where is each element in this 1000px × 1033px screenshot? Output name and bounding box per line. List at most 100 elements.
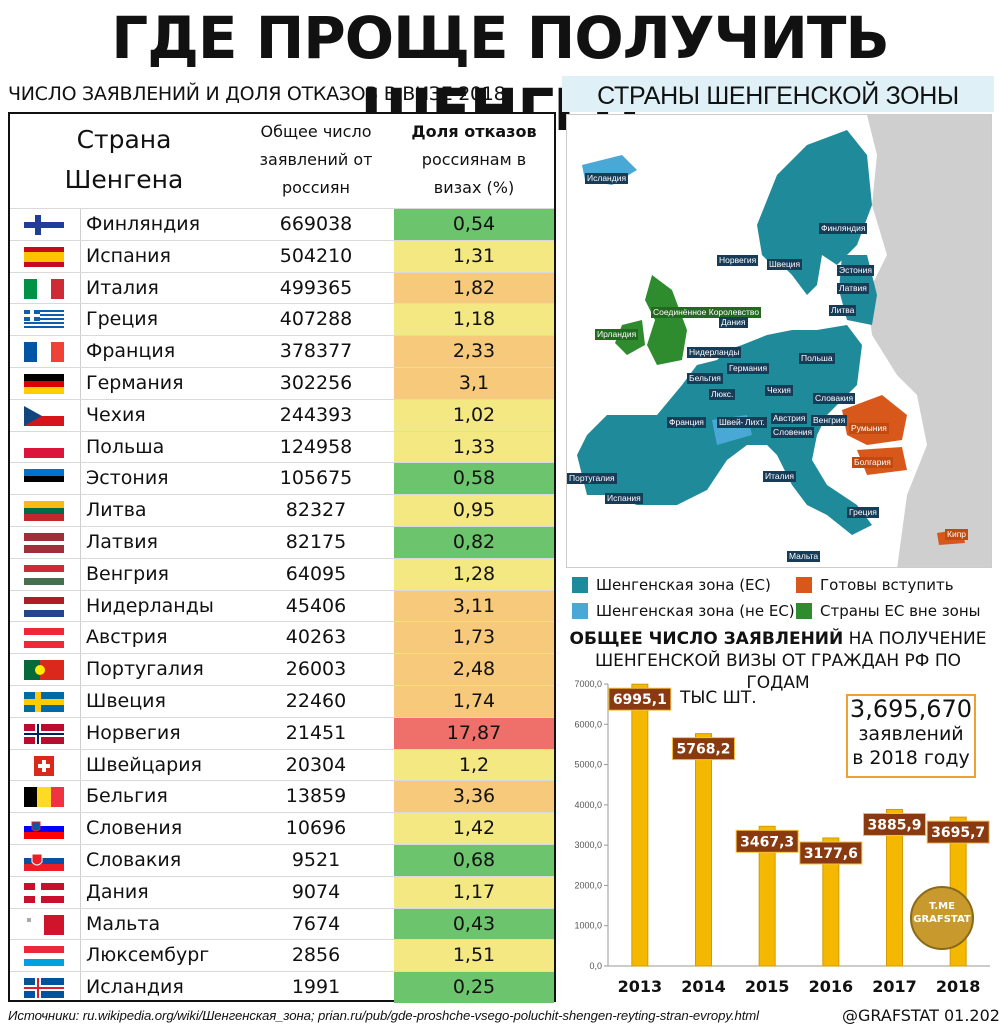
legend-item: Шенгенская зона (ЕС) bbox=[572, 576, 771, 594]
table-row: Бельгия 13859 3,36 bbox=[10, 780, 554, 813]
refusal-rate: 0,68 bbox=[394, 844, 554, 876]
applications-total: 504210 bbox=[279, 244, 353, 267]
flag-icon bbox=[24, 787, 64, 808]
table-row: Италия 499365 1,82 bbox=[10, 271, 554, 304]
country-name: Швеция bbox=[86, 689, 166, 712]
y-tick-label: 7000,0 bbox=[574, 679, 602, 689]
flag-icon bbox=[24, 278, 64, 299]
map-label: Болгария bbox=[852, 457, 893, 468]
table-row: Латвия 82175 0,82 bbox=[10, 525, 554, 558]
applications-total: 1991 bbox=[291, 976, 341, 999]
map-label: Франция bbox=[667, 417, 706, 428]
map-label: Литва bbox=[829, 305, 857, 316]
map-label: Испания bbox=[605, 493, 643, 504]
x-tick-label: 2013 bbox=[618, 977, 663, 996]
country-name: Греция bbox=[86, 308, 159, 331]
y-tick-label: 4000,0 bbox=[574, 800, 602, 810]
legend-swatch bbox=[572, 603, 588, 619]
flag-icon bbox=[24, 628, 64, 649]
bar-chart-title: ОБЩЕЕ ЧИСЛО ЗАЯВЛЕНИЙ НА ПОЛУЧЕНИЕ ШЕНГЕ… bbox=[562, 628, 994, 694]
bar-title-bold: ОБЩЕЕ ЧИСЛО ЗАЯВЛЕНИЙ bbox=[569, 629, 844, 649]
country-name: Италия bbox=[86, 276, 159, 299]
country-name: Франция bbox=[86, 340, 176, 363]
legend-item: Страны ЕС вне зоны bbox=[796, 602, 981, 620]
refusal-rate: 3,1 bbox=[394, 367, 554, 399]
bar-title-rest: НА ПОЛУЧЕНИЕ bbox=[843, 629, 987, 649]
y-tick-label: 1000,0 bbox=[574, 921, 602, 931]
header-rate: Доля отказов россиянам в визах (%) bbox=[394, 114, 554, 206]
refusal-rate: 1,33 bbox=[394, 431, 554, 463]
bar bbox=[695, 733, 712, 967]
applications-total: 22460 bbox=[285, 689, 347, 712]
table-row: Греция 407288 1,18 bbox=[10, 303, 554, 336]
credit: @GRAFSTAT 01.2020 bbox=[842, 1006, 1000, 1025]
x-tick-label: 2016 bbox=[809, 977, 854, 996]
map-label: Словакия bbox=[813, 393, 856, 404]
flag-icon bbox=[24, 723, 64, 744]
map-label: Германия bbox=[727, 363, 770, 374]
unit-label: ТЫС ШТ. bbox=[680, 688, 757, 708]
table-subtitle: ЧИСЛО ЗАЯВЛЕНИЙ И ДОЛЯ ОТКАЗОВ В ВИЗЕ 20… bbox=[8, 83, 506, 105]
applications-total: 2856 bbox=[291, 944, 341, 967]
map-label: Ирландия bbox=[595, 329, 639, 340]
refusal-rate: 3,36 bbox=[394, 781, 554, 813]
header-country-label: Страна Шенгена bbox=[64, 125, 184, 194]
y-tick-label: 3000,0 bbox=[574, 840, 602, 850]
applications-total: 45406 bbox=[285, 594, 347, 617]
country-name: Венгрия bbox=[86, 562, 169, 585]
x-tick-label: 2017 bbox=[872, 977, 917, 996]
grafstat-logo: T.ME GRAFSTAT bbox=[910, 886, 974, 950]
country-name: Германия bbox=[86, 371, 184, 394]
map-label: Бельгия bbox=[687, 373, 723, 384]
flag-icon bbox=[24, 469, 64, 490]
map-label: Эстония bbox=[837, 265, 874, 276]
refusal-rate: 0,25 bbox=[394, 972, 554, 1004]
country-name: Португалия bbox=[86, 658, 204, 681]
applications-total: 26003 bbox=[285, 658, 347, 681]
badge-line2: заявлений bbox=[858, 723, 964, 745]
refusal-rate: 17,87 bbox=[394, 717, 554, 749]
refusal-rate: 0,58 bbox=[394, 463, 554, 495]
x-tick-label: 2018 bbox=[936, 977, 981, 996]
table-header: Страна Шенгена Общее число заявлений от … bbox=[10, 114, 554, 206]
header-rate-label: россиянам в визах (%) bbox=[421, 150, 527, 197]
europe-map: Исландия Финляндия Норвегия Швеция Эстония Ла… bbox=[566, 114, 992, 568]
map-label: Кипр bbox=[945, 529, 969, 540]
bar bbox=[631, 683, 649, 967]
map-label: Швей-царія bbox=[717, 417, 767, 428]
refusal-rate: 0,54 bbox=[394, 209, 554, 240]
refusal-rate: 1,17 bbox=[394, 876, 554, 908]
map-label: Португалия bbox=[567, 473, 617, 484]
bar bbox=[758, 825, 776, 967]
refusal-rate: 1,42 bbox=[394, 813, 554, 845]
flag-icon bbox=[24, 373, 64, 394]
table-row: Австрия 40263 1,73 bbox=[10, 621, 554, 654]
map-label: Австрия bbox=[771, 413, 808, 424]
legend-swatch bbox=[796, 577, 812, 593]
refusal-rate: 1,82 bbox=[394, 272, 554, 304]
applications-total: 21451 bbox=[285, 721, 347, 744]
bar-value-label: 3695,7 bbox=[931, 825, 985, 841]
table-row: Швейцария 20304 1,2 bbox=[10, 748, 554, 781]
refusal-rate: 0,82 bbox=[394, 526, 554, 558]
legend-swatch bbox=[572, 577, 588, 593]
bar-value-box bbox=[735, 829, 799, 853]
bar bbox=[886, 808, 903, 967]
map-label: Лихт. bbox=[743, 417, 767, 428]
legend-swatch bbox=[796, 603, 812, 619]
flag-icon bbox=[24, 532, 64, 553]
refusal-rate: 1,28 bbox=[394, 558, 554, 590]
applications-total: 499365 bbox=[279, 276, 353, 299]
country-name: Словения bbox=[86, 817, 183, 840]
country-name: Бельгия bbox=[86, 785, 168, 808]
flag-icon bbox=[24, 342, 64, 363]
applications-total: 9521 bbox=[291, 848, 341, 871]
bar-value-label: 6995,1 bbox=[613, 692, 667, 708]
applications-total: 302256 bbox=[279, 371, 353, 394]
map-label: Венгрия bbox=[811, 415, 848, 426]
applications-total: 82327 bbox=[285, 499, 347, 522]
non-schengen-area bbox=[867, 115, 991, 567]
bar-value-label: 3885,9 bbox=[867, 817, 921, 833]
country-name: Словакия bbox=[86, 848, 182, 871]
country-name: Норвегия bbox=[86, 721, 181, 744]
